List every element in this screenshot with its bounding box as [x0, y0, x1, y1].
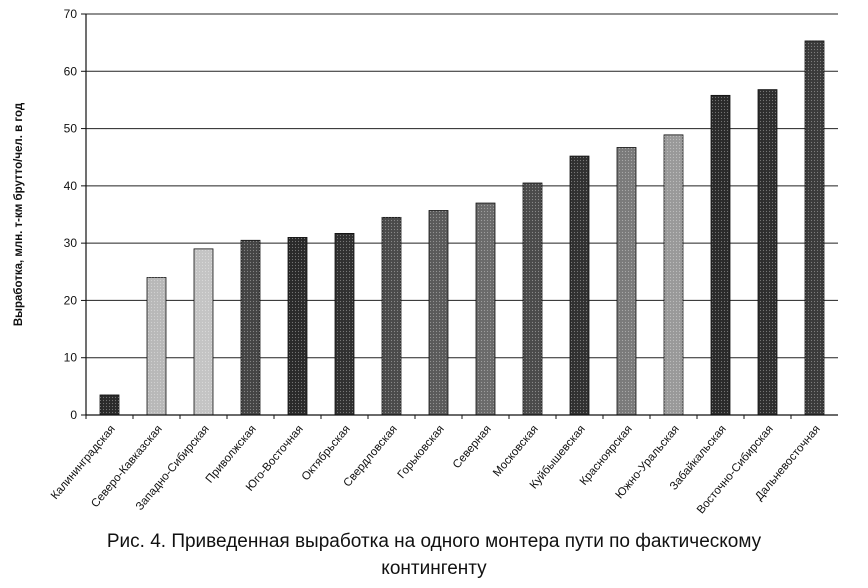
bar-texture	[805, 40, 824, 415]
bar-texture	[335, 233, 354, 415]
bars	[99, 40, 825, 416]
bar-texture	[758, 89, 777, 416]
y-tick-labels: 0 10 20 30 40 50 60 70	[64, 7, 78, 422]
bar-texture	[523, 182, 542, 415]
bar-texture	[100, 394, 119, 415]
x-tick-labels: КалининградскаяСеверо-КавказскаяЗападно-…	[49, 423, 823, 516]
bar-texture	[617, 147, 636, 415]
x-tick-label: Приволжская	[204, 423, 259, 485]
bar-texture	[711, 95, 730, 416]
x-tick-label: Октябрьская	[300, 423, 353, 483]
bar-texture	[147, 277, 166, 415]
y-tick-label: 10	[64, 351, 78, 365]
bar-texture	[288, 237, 307, 415]
y-tick-label: 0	[70, 408, 77, 422]
bar-texture	[194, 248, 213, 415]
x-tick-label: Московская	[491, 423, 541, 479]
bar-texture	[570, 156, 589, 415]
caption-line-1: Рис. 4. Приведенная выработка на одного …	[106, 531, 762, 552]
bar-texture	[382, 217, 401, 415]
y-tick-label: 30	[64, 236, 78, 250]
figure-caption: Рис. 4. Приведенная выработка на одного …	[0, 528, 868, 582]
axes	[81, 13, 838, 419]
y-tick-label: 60	[64, 64, 78, 78]
bar-chart: 0 10 20 30 40 50 60 70 КалининградскаяСеверо-Ка…	[13, 7, 838, 516]
y-axis-label: Выработка, млн. т-км брутто/чел. в год	[13, 102, 25, 326]
y-tick-label: 70	[64, 7, 78, 21]
bar-texture	[664, 134, 683, 415]
bar-texture	[429, 210, 448, 415]
bar-texture	[241, 240, 260, 415]
y-tick-label: 50	[64, 122, 78, 136]
y-tick-label: 20	[64, 293, 78, 307]
x-tick-label: Горьковская	[396, 423, 447, 481]
bar-texture	[476, 203, 495, 415]
x-tick-label: Северная	[451, 423, 494, 471]
y-tick-label: 40	[64, 179, 78, 193]
caption-line-2: контингенту	[381, 558, 487, 579]
